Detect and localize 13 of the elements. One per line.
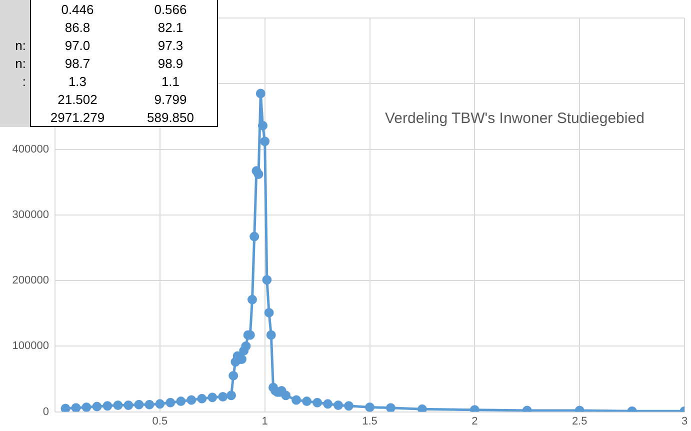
y-tick-label: 400000 [12, 143, 49, 156]
y-tick-label: 100000 [12, 340, 49, 352]
y-tick-label: 0 [42, 406, 49, 418]
text: Verdeling TBW's Inwoner Studiegebied [385, 110, 644, 127]
y-tick-label: 200000 [12, 274, 49, 287]
x-tick-label: 1 [262, 415, 268, 428]
x-tick-label: 2 [472, 415, 478, 428]
y-tick-label: 300000 [12, 208, 49, 221]
table-box: 0.446 0.566 86.8 82.1 n: 97.0 97.3 n: 98.7 98.9 : 1.3 1.1 21.502 9.799 2971.279 589.850 [0, 0, 218, 127]
x-tick-label: 3 [681, 415, 688, 428]
x-tick-label: 0.5 [152, 415, 168, 428]
x-tick-label: 2.5 [572, 415, 588, 428]
x-tick-label: 1.5 [362, 415, 378, 428]
